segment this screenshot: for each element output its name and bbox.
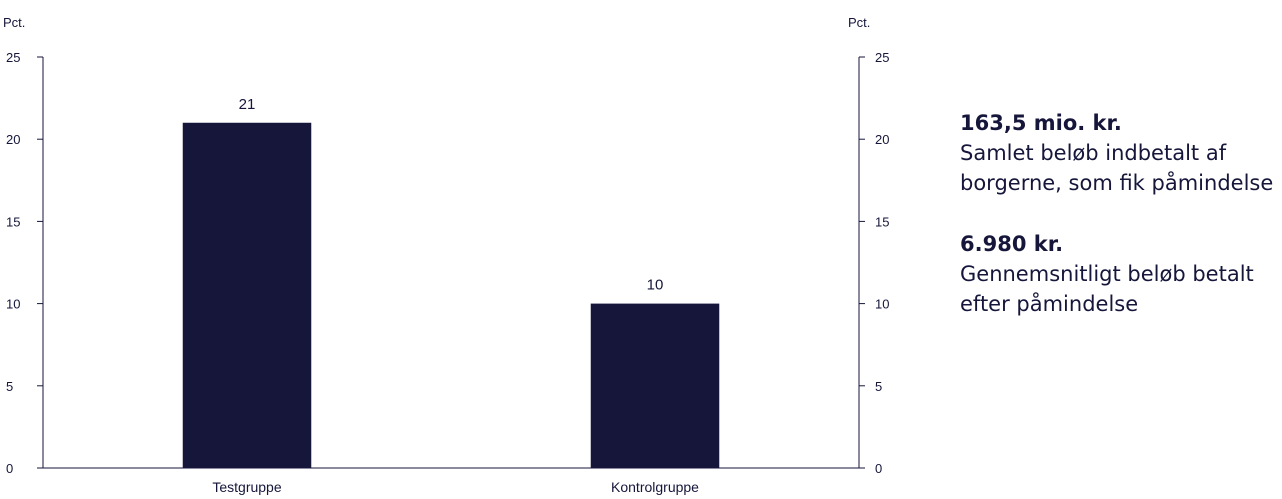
stats-panel: 163,5 mio. kr. Samlet beløb indbetalt af… [960,108,1282,350]
stat-value: 6.980 kr. [960,232,1064,256]
bar [182,122,312,468]
stat-description: Samlet beløb indbetalt af borgerne, som … [960,141,1274,195]
y-tick-label-right: 10 [875,297,889,312]
bar-data-label: 10 [647,277,664,294]
bar-data-label: 21 [239,96,256,113]
stat-total-amount: 163,5 mio. kr. Samlet beløb indbetalt af… [960,108,1282,198]
x-category-label: Testgruppe [212,479,281,495]
stat-average-amount: 6.980 kr. Gennemsnitligt beløb betalt ef… [960,229,1282,319]
y-tick-label-right: 0 [875,461,882,476]
y-tick-label-left: 5 [6,379,13,394]
bar [590,303,720,468]
y-axis-unit-left: Pct. [3,15,25,30]
y-tick-label-left: 10 [6,297,20,312]
stat-description: Gennemsnitligt beløb betalt efter påmind… [960,262,1254,316]
bar-chart: Pct. Pct. 0 0 5 5 10 10 15 15 20 20 25 25 21 Testgru… [3,15,889,495]
y-tick-label-left: 0 [6,461,13,476]
y-tick-label-right: 5 [875,379,882,394]
y-axis-unit-right: Pct. [848,15,870,30]
y-tick-label-left: 20 [6,132,20,147]
y-tick-label-right: 25 [875,50,889,65]
x-category-label: Kontrolgruppe [611,479,699,495]
y-tick-label-left: 25 [6,50,20,65]
y-tick-label-right: 20 [875,132,889,147]
stat-value: 163,5 mio. kr. [960,111,1122,135]
y-tick-label-right: 15 [875,214,889,229]
y-tick-label-left: 15 [6,214,20,229]
